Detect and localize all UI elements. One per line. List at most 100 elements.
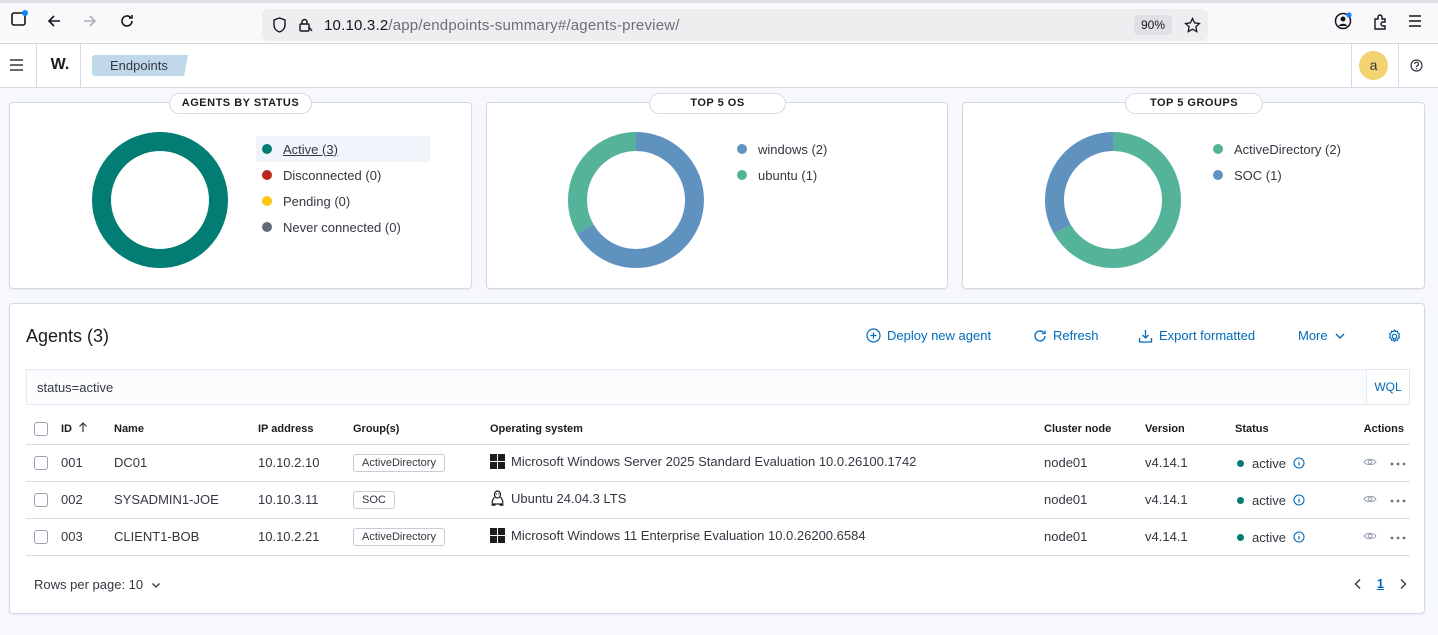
hamburger-icon[interactable] [7,56,25,74]
table-row[interactable]: 002 SYSADMIN1-JOE 10.10.3.11 SOC Ubuntu … [26,481,1410,519]
refresh-button[interactable]: Refresh [1033,328,1099,343]
column-name[interactable]: Name [114,414,258,445]
column-actions: Actions [1335,414,1410,445]
info-icon[interactable] [1293,457,1305,469]
breadcrumb-endpoints[interactable]: Endpoints [92,55,188,76]
cell-group: ActiveDirectory [353,444,490,482]
row-select-cell [26,444,61,482]
cell-node: node01 [1044,481,1145,519]
cell-id: 002 [61,481,114,519]
eye-icon[interactable] [1363,531,1377,541]
help-icon[interactable] [1408,57,1425,74]
eye-icon[interactable] [1363,457,1377,467]
agents-by-status-panel: AGENTS BY STATUS Active (3) Disconnected… [9,93,472,289]
table-row[interactable]: 003 CLIENT1-BOB 10.10.2.21 ActiveDirecto… [26,518,1410,556]
lock-warning-icon[interactable] [296,16,314,34]
legend-label: Disconnected (0) [283,167,382,183]
firefox-view-icon[interactable] [9,9,29,29]
legend-item-never-connected[interactable]: Never connected (0) [256,214,430,240]
export-formatted-button[interactable]: Export formatted [1138,328,1255,343]
chevron-left-icon[interactable] [1353,578,1363,590]
cell-name: DC01 [114,444,258,482]
panel-title: TOP 5 GROUPS [1125,93,1263,114]
more-actions-icon[interactable] [1390,461,1406,467]
menu-icon[interactable] [1405,11,1425,31]
forward-icon[interactable] [80,11,100,31]
column-status[interactable]: Status [1235,414,1335,445]
search-input[interactable]: status=active WQL [26,369,1410,405]
status-dot [1237,459,1244,467]
top-os-panel: TOP 5 OS windows (2) ubuntu (1) [486,93,948,289]
donut-segment-active [92,132,228,268]
cell-group: SOC [353,481,490,519]
legend-dot [262,144,272,154]
column-ip[interactable]: IP address [258,414,353,445]
groups-donut-chart [1045,132,1181,268]
legend-item-soc[interactable]: SOC (1) [1207,162,1397,188]
column-os[interactable]: Operating system [490,414,1044,445]
donut-segment-soc [1045,132,1181,268]
more-button[interactable]: More [1298,328,1346,343]
chevron-right-icon[interactable] [1398,578,1408,590]
group-badge[interactable]: ActiveDirectory [353,527,445,546]
account-icon[interactable] [1333,11,1353,31]
url-text[interactable]: 10.10.3.2/app/endpoints-summary#/agents-… [324,17,680,34]
legend-item-pending[interactable]: Pending (0) [256,188,430,214]
export-icon [1138,329,1153,343]
row-checkbox[interactable] [34,456,48,471]
column-node[interactable]: Cluster node [1044,414,1145,445]
legend-item-disconnected[interactable]: Disconnected (0) [256,162,430,188]
reload-icon[interactable] [117,11,137,31]
cell-version: v4.14.1 [1145,518,1235,556]
legend-item-windows[interactable]: windows (2) [731,136,901,162]
wql-button[interactable]: WQL [1366,370,1409,404]
info-icon[interactable] [1293,531,1305,543]
page-1-button[interactable]: 1 [1376,576,1384,591]
cell-status: active [1235,481,1335,519]
cell-ip: 10.10.2.10 [258,444,353,482]
app-logo[interactable]: W. [48,55,72,75]
deploy-label: Deploy new agent [887,328,992,343]
legend-item-activedirectory[interactable]: ActiveDirectory (2) [1207,136,1397,162]
info-icon[interactable] [1293,494,1305,506]
legend-item-active[interactable]: Active (3) [256,136,430,162]
table-row[interactable]: 001 DC01 10.10.2.10 ActiveDirectory Micr… [26,444,1410,482]
rows-per-page-button[interactable]: Rows per page: 10 [34,577,161,592]
panel-title: TOP 5 OS [649,93,786,114]
logo-text: W. [50,56,70,73]
export-label: Export formatted [1159,328,1256,343]
plus-circle-icon [866,328,881,343]
legend-item-ubuntu[interactable]: ubuntu (1) [731,162,901,188]
deploy-new-agent-button[interactable]: Deploy new agent [866,328,991,343]
bookmark-star-icon[interactable] [1182,15,1202,35]
column-version[interactable]: Version [1145,414,1235,445]
agents-title: Agents (3) [26,326,110,346]
column-id[interactable]: ID [61,414,114,445]
cell-node: node01 [1044,444,1145,482]
zoom-level[interactable]: 90% [1133,15,1172,35]
row-checkbox[interactable] [34,530,48,545]
back-icon[interactable] [44,11,64,31]
panel-title: AGENTS BY STATUS [169,93,312,114]
shield-icon[interactable] [270,16,288,34]
more-actions-icon[interactable] [1390,535,1406,541]
avatar[interactable]: a [1359,51,1388,80]
row-select-cell [26,518,61,556]
status-label: active [1252,492,1286,508]
select-all-checkbox[interactable] [34,421,48,436]
status-badge: active [1235,493,1305,508]
status-label: active [1252,455,1286,471]
more-actions-icon[interactable] [1390,498,1406,504]
legend-dot [1213,144,1223,154]
eye-icon[interactable] [1363,494,1377,504]
group-badge[interactable]: SOC [353,490,395,509]
cell-actions [1335,444,1410,482]
legend-label: ActiveDirectory (2) [1234,141,1341,157]
url-bar[interactable]: 10.10.3.2/app/endpoints-summary#/agents-… [262,9,1208,41]
extensions-icon[interactable] [1370,11,1390,31]
column-groups[interactable]: Group(s) [353,414,490,445]
group-badge[interactable]: ActiveDirectory [353,453,445,472]
status-dot [1237,533,1244,541]
row-checkbox[interactable] [34,493,48,508]
settings-gear-icon[interactable] [1386,328,1402,344]
